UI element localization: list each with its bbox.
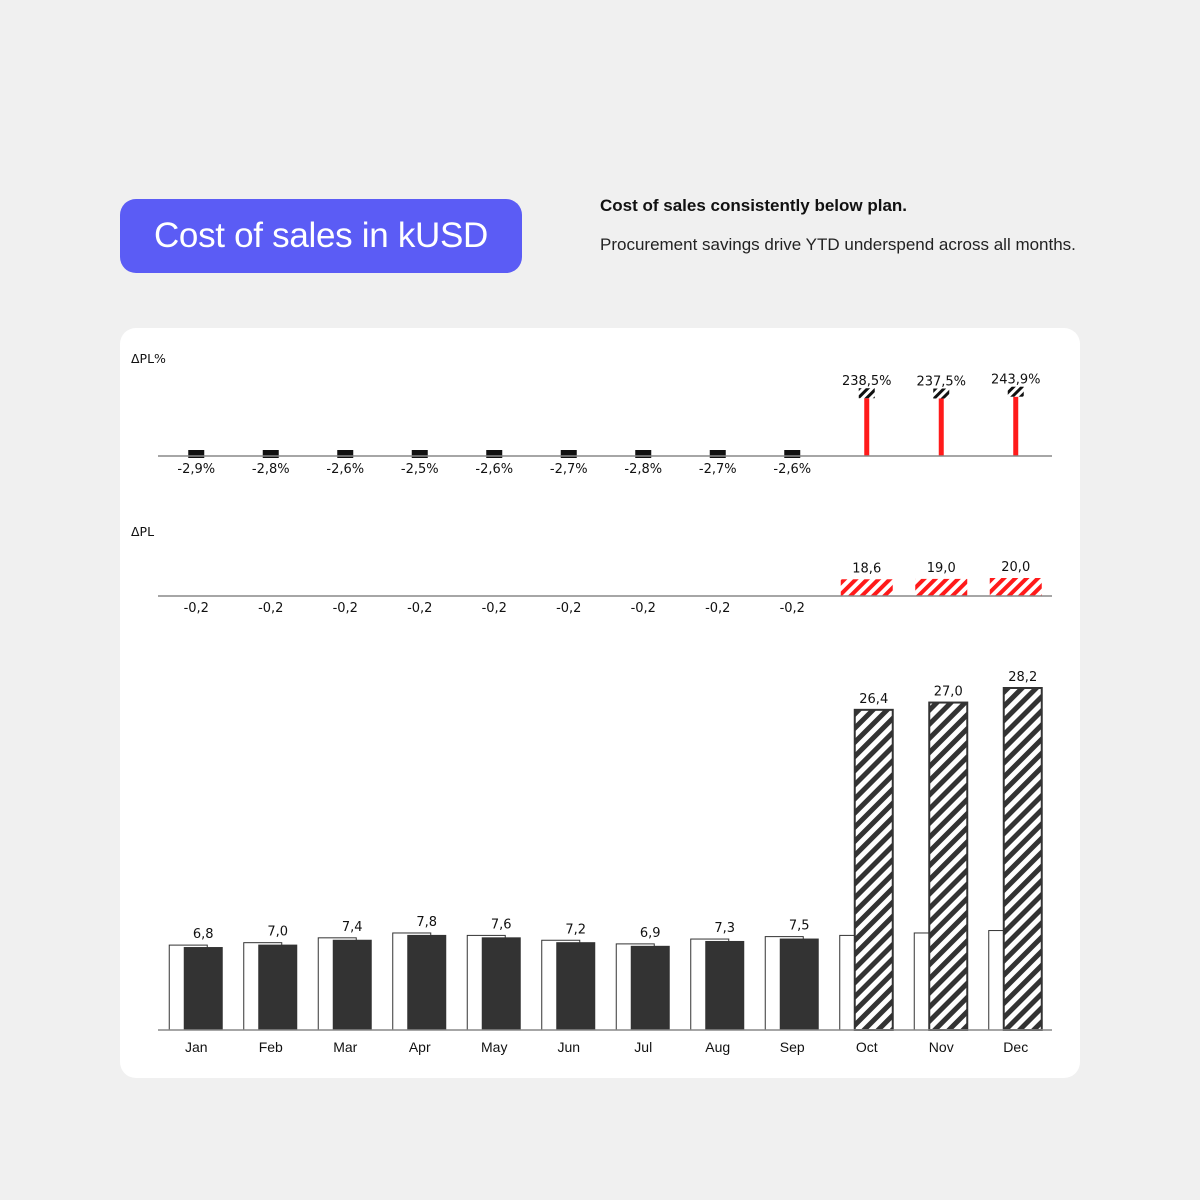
x-tick-feb: Feb xyxy=(259,1039,283,1055)
actual-bar-feb xyxy=(258,944,298,1031)
actual-bar-jan xyxy=(183,947,223,1031)
x-tick-aug: Aug xyxy=(705,1039,730,1055)
delta-pct-stub-sep xyxy=(784,456,801,458)
delta-pct-label-jan: -2,9% xyxy=(177,462,215,477)
delta-pct-stub-jun xyxy=(560,456,577,458)
x-tick-oct: Oct xyxy=(856,1039,878,1055)
delta-pct-marker-jul xyxy=(635,450,652,456)
value-label-feb: 7,0 xyxy=(267,925,288,940)
delta-pct-stub-may xyxy=(486,456,503,458)
delta-pl-panel: -0,2 -0,2 -0,2 -0,2 -0,2 -0,2 -0,2 -0,2 -0,2 18,6… xyxy=(158,560,1052,616)
x-tick-may: May xyxy=(481,1039,507,1055)
delta-abs-label-oct: 18,6 xyxy=(852,561,881,576)
delta-pct-marker-jan xyxy=(188,450,205,456)
x-tick-apr: Apr xyxy=(409,1039,431,1055)
delta-abs-label-feb: -0,2 xyxy=(258,601,283,616)
x-tick-jul: Jul xyxy=(634,1039,652,1055)
forecast-bar-dec xyxy=(1002,687,1043,1031)
delta-pct-pin-dec xyxy=(1013,396,1019,456)
delta-abs-label-apr: -0,2 xyxy=(407,601,432,616)
delta-pct-stub-aug xyxy=(709,456,726,458)
value-label-jan: 6,8 xyxy=(193,927,214,942)
cost-bars-panel: 6,8 Jan 7,0 Feb 7,4 Mar 7,8 Apr 7,6 May 7,2 Jun 6,9 J… xyxy=(158,670,1052,1055)
delta-pct-label-nov: 237,5% xyxy=(916,375,966,390)
delta-pct-label-feb: -2,8% xyxy=(252,462,290,477)
delta-pct-pin-cap-nov xyxy=(933,388,950,399)
delta-pct-label-mar: -2,6% xyxy=(326,462,364,477)
value-label-mar: 7,4 xyxy=(342,920,363,935)
delta-pct-marker-jun xyxy=(560,450,577,456)
forecast-bar-oct xyxy=(853,708,894,1031)
chart-title-pill: Cost of sales in kUSD xyxy=(120,199,522,273)
value-label-apr: 7,8 xyxy=(416,915,437,930)
value-label-nov: 27,0 xyxy=(934,685,963,700)
actual-bar-jul xyxy=(630,945,670,1031)
value-label-may: 7,6 xyxy=(491,917,512,932)
x-tick-nov: Nov xyxy=(929,1039,954,1055)
delta-pct-label-jul: -2,8% xyxy=(624,462,662,477)
x-tick-dec: Dec xyxy=(1003,1039,1028,1055)
headline-text: Cost of sales consistently below plan. xyxy=(600,196,908,215)
delta-pct-label-dec: 243,9% xyxy=(991,373,1041,388)
actual-bar-may xyxy=(481,937,521,1031)
delta-pct-pin-oct xyxy=(864,398,870,456)
delta-pct-pin-nov xyxy=(938,398,944,456)
delta-pct-stub-jul xyxy=(635,456,652,458)
delta-pct-label-sep: -2,6% xyxy=(773,462,811,477)
delta-pct-stub-apr xyxy=(411,456,428,458)
delta-abs-label-nov: 19,0 xyxy=(927,561,956,576)
delta-pct-pin-cap-dec xyxy=(1007,386,1024,397)
x-tick-sep: Sep xyxy=(780,1039,805,1055)
delta-pct-label-oct: 238,5% xyxy=(842,374,892,389)
actual-bar-mar xyxy=(332,939,372,1031)
delta-pct-label-apr: -2,5% xyxy=(401,462,439,477)
delta-pct-marker-sep xyxy=(784,450,801,456)
forecast-bar-nov xyxy=(928,701,969,1031)
delta-abs-label-dec: 20,0 xyxy=(1001,560,1030,575)
value-label-jun: 7,2 xyxy=(565,922,586,937)
delta-abs-label-jan: -0,2 xyxy=(184,601,209,616)
x-tick-jun: Jun xyxy=(557,1039,580,1055)
delta-pct-marker-apr xyxy=(411,450,428,456)
delta-pl-percent-label: ΔPL% xyxy=(131,351,166,366)
delta-pct-stub-mar xyxy=(337,456,354,458)
delta-pl-label: ΔPL xyxy=(131,524,154,539)
chart-card: ΔPL% ΔPL -2,9% -2,8% -2,6% -2,5% -2,6% -2,7% -… xyxy=(120,328,1080,1078)
delta-abs-label-jun: -0,2 xyxy=(556,601,581,616)
delta-abs-bar-dec xyxy=(989,578,1042,596)
actual-bar-apr xyxy=(407,934,447,1031)
delta-abs-bar-nov xyxy=(915,578,968,596)
value-label-dec: 28,2 xyxy=(1008,670,1037,685)
delta-pct-marker-aug xyxy=(709,450,726,456)
actual-bar-jun xyxy=(556,942,596,1031)
subline-text: Procurement savings drive YTD underspend… xyxy=(600,235,1076,254)
delta-pct-stub-feb xyxy=(262,456,279,458)
delta-abs-label-may: -0,2 xyxy=(482,601,507,616)
variance-chart: ΔPL% ΔPL -2,9% -2,8% -2,6% -2,5% -2,6% -2,7% -… xyxy=(131,351,1052,1055)
delta-pct-label-aug: -2,7% xyxy=(699,462,737,477)
delta-abs-bar-oct xyxy=(840,579,893,596)
delta-pct-pin-cap-oct xyxy=(858,388,875,399)
delta-abs-label-aug: -0,2 xyxy=(705,601,730,616)
delta-pct-marker-feb xyxy=(262,450,279,456)
actual-bar-sep xyxy=(779,938,819,1031)
delta-abs-label-mar: -0,2 xyxy=(333,601,358,616)
delta-pct-label-jun: -2,7% xyxy=(550,462,588,477)
delta-pl-percent-panel: -2,9% -2,8% -2,6% -2,5% -2,6% -2,7% -2,8% -2,7%… xyxy=(158,373,1052,477)
delta-pct-stub-jan xyxy=(188,456,205,458)
delta-pct-label-may: -2,6% xyxy=(475,462,513,477)
value-label-oct: 26,4 xyxy=(859,692,888,707)
delta-abs-label-jul: -0,2 xyxy=(631,601,656,616)
delta-pct-marker-mar xyxy=(337,450,354,456)
x-tick-mar: Mar xyxy=(333,1039,357,1055)
actual-bar-aug xyxy=(705,940,745,1031)
delta-abs-label-sep: -0,2 xyxy=(780,601,805,616)
value-label-jul: 6,9 xyxy=(640,926,661,941)
value-label-aug: 7,3 xyxy=(714,921,735,936)
x-tick-jan: Jan xyxy=(185,1039,208,1055)
delta-pct-marker-may xyxy=(486,450,503,456)
value-label-sep: 7,5 xyxy=(789,919,810,934)
